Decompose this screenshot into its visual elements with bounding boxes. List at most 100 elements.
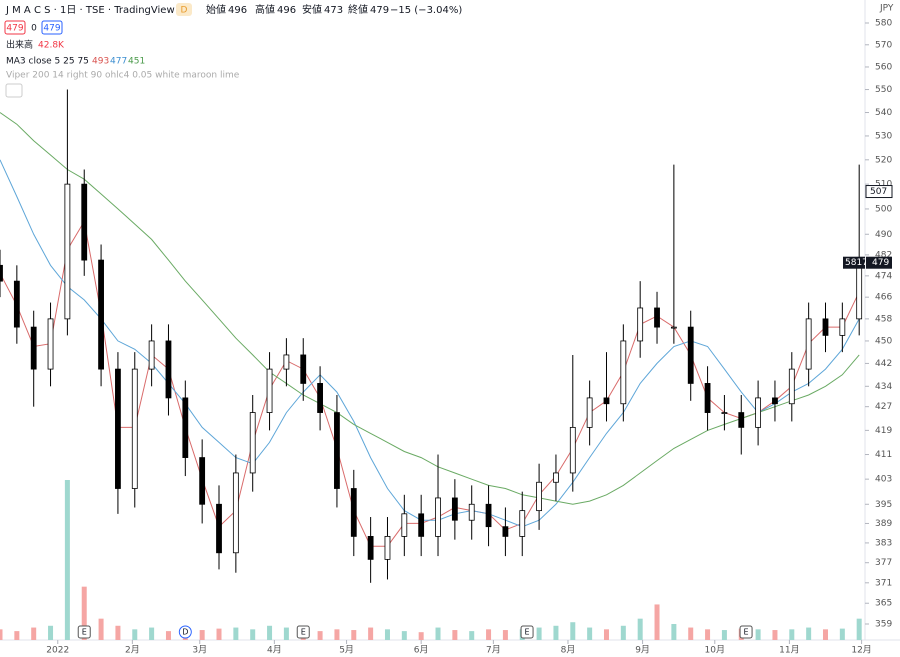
y-tick-label: 490 <box>875 230 892 240</box>
y-tick-label: 442 <box>875 359 892 369</box>
volume-bar <box>637 618 643 640</box>
volume-bar <box>654 604 660 640</box>
candle-body <box>47 318 54 370</box>
x-tick-label: 6月 <box>414 645 429 656</box>
close: 479 <box>370 5 389 16</box>
x-tick-label: 11月 <box>779 645 799 656</box>
candle-body <box>637 307 644 342</box>
plot <box>0 89 863 640</box>
volume-bar <box>603 629 609 640</box>
volume-bar <box>199 630 205 640</box>
candle-body <box>317 383 323 413</box>
candle-body <box>182 397 189 458</box>
candle-body <box>199 457 206 505</box>
candle-body <box>839 318 846 336</box>
candle-body <box>0 264 3 282</box>
volume-bar <box>115 625 121 640</box>
event-label: E <box>525 628 530 637</box>
event-marker <box>520 625 534 639</box>
event-marker <box>77 625 91 639</box>
candle-body <box>451 497 458 521</box>
candle-body <box>81 183 88 261</box>
volume-bar <box>401 631 407 640</box>
volume-bar <box>435 627 441 640</box>
candle-body <box>148 340 155 370</box>
bid[interactable]: 479 <box>6 24 23 34</box>
y-tick-label: 371 <box>875 578 892 588</box>
volume-bar <box>267 625 273 640</box>
candle-body <box>30 326 37 370</box>
ask[interactable]: 479 <box>43 24 60 34</box>
candle-body <box>553 472 559 483</box>
symbol: J M A C S · 1日 · TSE · TradingView <box>5 5 175 16</box>
badge: D <box>181 6 188 16</box>
candle-body <box>721 412 728 414</box>
open-label: 始値 <box>206 3 226 16</box>
candle-body <box>249 412 256 474</box>
candle-body <box>266 368 273 413</box>
ma-value: 451 <box>128 57 145 67</box>
x-tick-label: 5月 <box>339 645 354 656</box>
candle-body <box>805 318 812 370</box>
candle-body <box>165 340 172 399</box>
volume-bar <box>789 629 795 640</box>
candle-body <box>738 412 745 428</box>
ma-line <box>0 112 860 505</box>
candle-body <box>468 503 475 521</box>
candle-body <box>418 513 425 537</box>
y-tick-label: 403 <box>875 475 892 485</box>
candle-body <box>569 426 576 474</box>
x-tick-label: 4月 <box>267 645 282 656</box>
volume-bar <box>351 630 357 640</box>
bid-box[interactable] <box>4 20 26 35</box>
volume-bar <box>856 618 862 640</box>
volume-bar <box>721 630 727 640</box>
candle-body <box>704 383 711 413</box>
candle-body <box>216 503 222 554</box>
x-tick-label: 8月 <box>561 645 576 656</box>
last-price-tag <box>866 256 892 269</box>
volume-bar <box>705 629 711 640</box>
volume-bar <box>317 631 323 640</box>
volume-bar <box>755 629 761 640</box>
volume-value: 42.8K <box>38 41 65 51</box>
countdown: 5817 <box>845 258 868 268</box>
candle-body <box>755 397 762 428</box>
y-tick-label: 560 <box>875 62 892 72</box>
candle-body <box>502 526 509 537</box>
candle-body <box>350 488 357 537</box>
event-marker <box>178 625 192 639</box>
last-price: 479 <box>872 258 889 268</box>
event-label: E <box>744 628 749 637</box>
volume-bar <box>822 629 828 640</box>
y-tick-label: 419 <box>875 426 892 436</box>
volume-bar <box>233 627 239 640</box>
x-tick-label: 12月 <box>851 645 871 656</box>
candle-body <box>586 397 593 428</box>
y-tick-label: 395 <box>875 500 892 510</box>
volume-bar <box>587 627 593 640</box>
volume-bar <box>839 628 845 640</box>
candle-body <box>435 497 441 537</box>
volume-bar <box>98 618 104 640</box>
ma-value: 477 <box>110 57 127 67</box>
open: 496 <box>228 5 247 16</box>
volume-bar <box>216 628 222 640</box>
y-tick-label: 520 <box>875 155 892 165</box>
collapse-button[interactable] <box>5 83 23 98</box>
y-tick-label: 365 <box>875 599 892 609</box>
candle-body <box>654 307 660 328</box>
volume-bar <box>334 629 340 640</box>
volume-bar <box>688 627 694 640</box>
volume-bar <box>31 627 37 640</box>
candle-body <box>232 472 239 554</box>
y-tick-label: 474 <box>875 271 892 281</box>
candle-body <box>788 368 795 405</box>
ma-line <box>0 220 860 547</box>
volume-bar <box>0 629 3 640</box>
y-tick-label: 389 <box>875 519 892 529</box>
ask-box[interactable] <box>41 20 63 35</box>
y-tick-label: 359 <box>875 620 892 630</box>
y-tick-label: 466 <box>875 293 892 303</box>
